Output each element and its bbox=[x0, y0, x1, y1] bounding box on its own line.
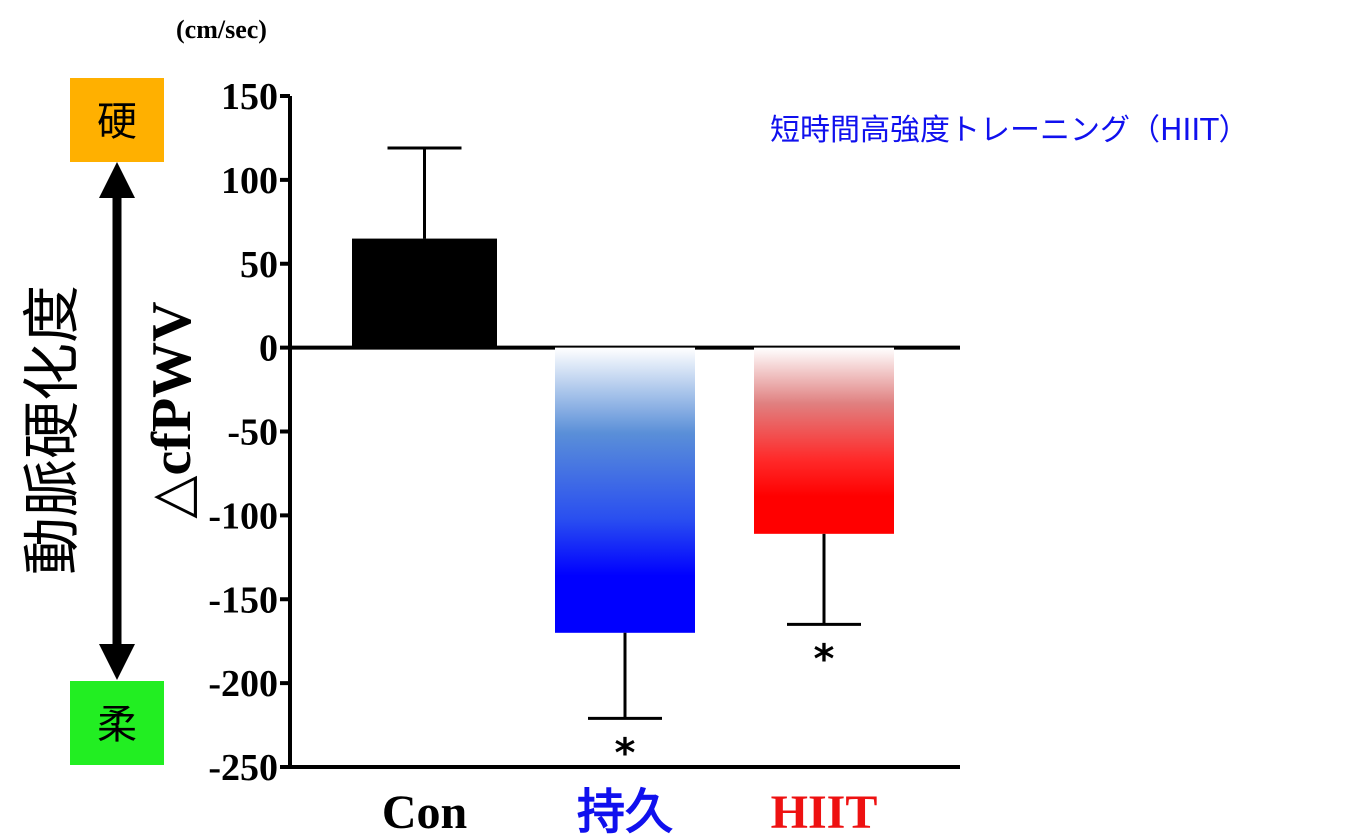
category-labels: Con 持久 HIIT bbox=[382, 786, 878, 837]
y-tick-label: -200 bbox=[208, 663, 278, 705]
y-tick-label: 0 bbox=[259, 328, 278, 370]
soft-label: 柔 bbox=[97, 702, 137, 748]
hard-label: 硬 bbox=[97, 99, 137, 145]
y-tick-label: -150 bbox=[208, 579, 278, 621]
bars: ** bbox=[352, 146, 894, 776]
y-tick-label: 100 bbox=[221, 160, 278, 202]
bar-持久 bbox=[555, 347, 695, 633]
bar-Con bbox=[352, 238, 497, 348]
y-axis-label: △cfPWV bbox=[141, 301, 203, 518]
bar-HIIT bbox=[754, 347, 894, 534]
significance-mark: * bbox=[814, 636, 835, 682]
category-label-HIIT: HIIT bbox=[771, 786, 878, 837]
y-tick-label: 50 bbox=[240, 244, 278, 286]
category-label-Con: Con bbox=[382, 786, 467, 837]
side-label: 動脈硬化度 bbox=[18, 285, 86, 575]
y-tick-label: -50 bbox=[227, 412, 278, 454]
y-tick-label: 150 bbox=[221, 76, 278, 118]
significance-mark: * bbox=[615, 730, 636, 776]
hard-box bbox=[70, 78, 164, 162]
unit-label: (cm/sec) bbox=[176, 15, 267, 44]
soft-box bbox=[70, 681, 164, 765]
category-label-持久: 持久 bbox=[577, 786, 673, 837]
axes: 150 100 50 0 -50 -100 -150 -200 -250 bbox=[208, 76, 960, 789]
hiit-annotation: 短時間高強度トレーニング（HIIT） bbox=[770, 113, 1249, 148]
y-tick-label: -250 bbox=[208, 747, 278, 789]
y-tick-label: -100 bbox=[208, 495, 278, 537]
